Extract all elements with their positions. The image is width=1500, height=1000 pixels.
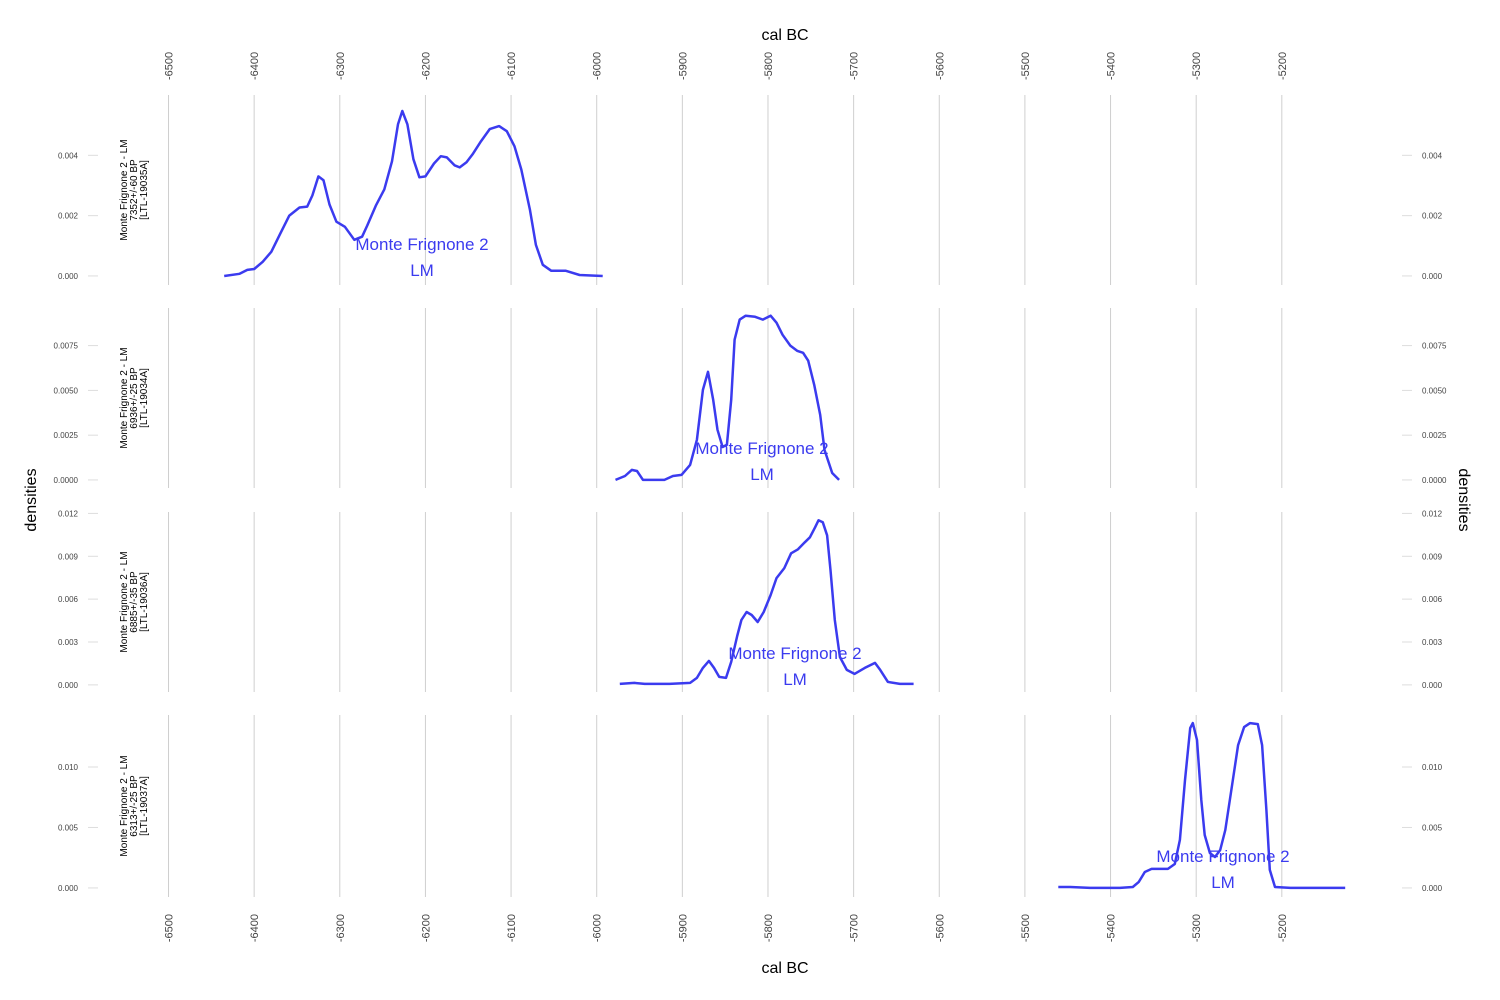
x-tick-label: -5400 [1106, 914, 1118, 942]
x-tick-label: -5500 [1020, 52, 1032, 80]
x-tick-label: -6400 [249, 914, 261, 942]
y-axis-title: densities [23, 468, 40, 531]
panel-label: [LTL-19035A] [139, 160, 150, 220]
y-tick-label: 0.012 [58, 509, 79, 518]
x-tick-label: -6100 [506, 52, 518, 80]
panel-label: 7352+/-60 BP [129, 159, 140, 221]
annotation: LM [1211, 873, 1235, 892]
x-tick-label: -5200 [1277, 52, 1289, 80]
y2-tick-label: 0.000 [1422, 884, 1443, 893]
y-tick-label: 0.005 [58, 823, 79, 832]
x-tick-label: -6000 [592, 914, 604, 942]
y2-tick-label: 0.009 [1422, 552, 1443, 561]
x-tick-label: -6500 [164, 914, 176, 942]
panel-label: [LTL-19034A] [139, 368, 150, 428]
x-tick-label: -6300 [335, 914, 347, 942]
y-tick-label: 0.006 [58, 595, 79, 604]
annotation: LM [410, 261, 434, 280]
panel-label: [LTL-19036A] [139, 572, 150, 632]
y-tick-label: 0.009 [58, 552, 79, 561]
x-tick-label: -5300 [1191, 52, 1203, 80]
density-line [615, 314, 840, 482]
y-tick-label: 0.010 [58, 763, 79, 772]
y2-tick-label: 0.0000 [1422, 476, 1447, 485]
y2-tick-label: 0.012 [1422, 509, 1443, 518]
y2-tick-label: 0.004 [1422, 151, 1443, 160]
y-tick-label: 0.000 [58, 884, 79, 893]
y2-tick-label: 0.010 [1422, 763, 1443, 772]
annotation: Monte Frignone 2 [728, 644, 861, 663]
y2-tick-label: 0.002 [1422, 212, 1443, 221]
y-tick-label: 0.000 [58, 272, 79, 281]
annotation: Monte Frignone 2 [1156, 847, 1289, 866]
panel-label: Monte Frignone 2 - LM [119, 551, 130, 652]
x-tick-label: -6100 [506, 914, 518, 942]
panel-label: 6885+/-35 BP [129, 571, 140, 633]
x-axis-title-bottom: cal BC [761, 960, 808, 977]
y-tick-label: 0.0050 [54, 386, 79, 395]
panel-label: 6313+/-25 BP [129, 775, 140, 837]
y2-tick-label: 0.0050 [1422, 386, 1447, 395]
density-line [1058, 721, 1346, 890]
x-tick-label: -5400 [1106, 52, 1118, 80]
x-tick-label: -5300 [1191, 914, 1203, 942]
annotation: LM [750, 465, 774, 484]
y-tick-label: 0.0025 [54, 431, 79, 440]
x-tick-label: -6500 [164, 52, 176, 80]
y2-tick-label: 0.005 [1422, 823, 1443, 832]
x-tick-label: -5800 [763, 52, 775, 80]
x-tick-label: -5900 [677, 52, 689, 80]
x-tick-label: -6000 [592, 52, 604, 80]
x-tick-label: -5500 [1020, 914, 1032, 942]
panel-label: 6936+/-25 BP [129, 367, 140, 429]
x-tick-label: -5800 [763, 914, 775, 942]
y-tick-label: 0.004 [58, 151, 79, 160]
y2-tick-label: 0.000 [1422, 681, 1443, 690]
panel-label: Monte Frignone 2 - LM [119, 347, 130, 448]
x-tick-label: -5700 [849, 914, 861, 942]
y2-tick-label: 0.003 [1422, 638, 1443, 647]
x-tick-label: -5600 [934, 914, 946, 942]
density-line [224, 109, 603, 278]
y2-tick-label: 0.006 [1422, 595, 1443, 604]
y-tick-label: 0.002 [58, 212, 79, 221]
y-tick-label: 0.000 [58, 681, 79, 690]
y-tick-label: 0.0075 [54, 342, 79, 351]
x-tick-label: -6200 [420, 914, 432, 942]
x-tick-label: -5600 [934, 52, 946, 80]
x-tick-label: -5900 [677, 914, 689, 942]
annotation: Monte Frignone 2 [695, 439, 828, 458]
x-axis-title-top: cal BC [761, 27, 808, 44]
x-tick-label: -5700 [849, 52, 861, 80]
panel-label: [LTL-19037A] [139, 776, 150, 836]
panel-label: Monte Frignone 2 - LM [119, 139, 130, 240]
annotation: Monte Frignone 2 [355, 235, 488, 254]
y2-tick-label: 0.000 [1422, 272, 1443, 281]
y-tick-label: 0.0000 [54, 476, 79, 485]
x-tick-label: -5200 [1277, 914, 1289, 942]
y2-axis-title: densities [1455, 468, 1472, 531]
panel-label: Monte Frignone 2 - LM [119, 755, 130, 856]
y-tick-label: 0.003 [58, 638, 79, 647]
x-tick-label: -6400 [249, 52, 261, 80]
y2-tick-label: 0.0025 [1422, 431, 1447, 440]
y2-tick-label: 0.0075 [1422, 342, 1447, 351]
x-tick-label: -6300 [335, 52, 347, 80]
annotation: LM [783, 670, 807, 689]
x-tick-label: -6200 [420, 52, 432, 80]
density-line [619, 519, 914, 686]
